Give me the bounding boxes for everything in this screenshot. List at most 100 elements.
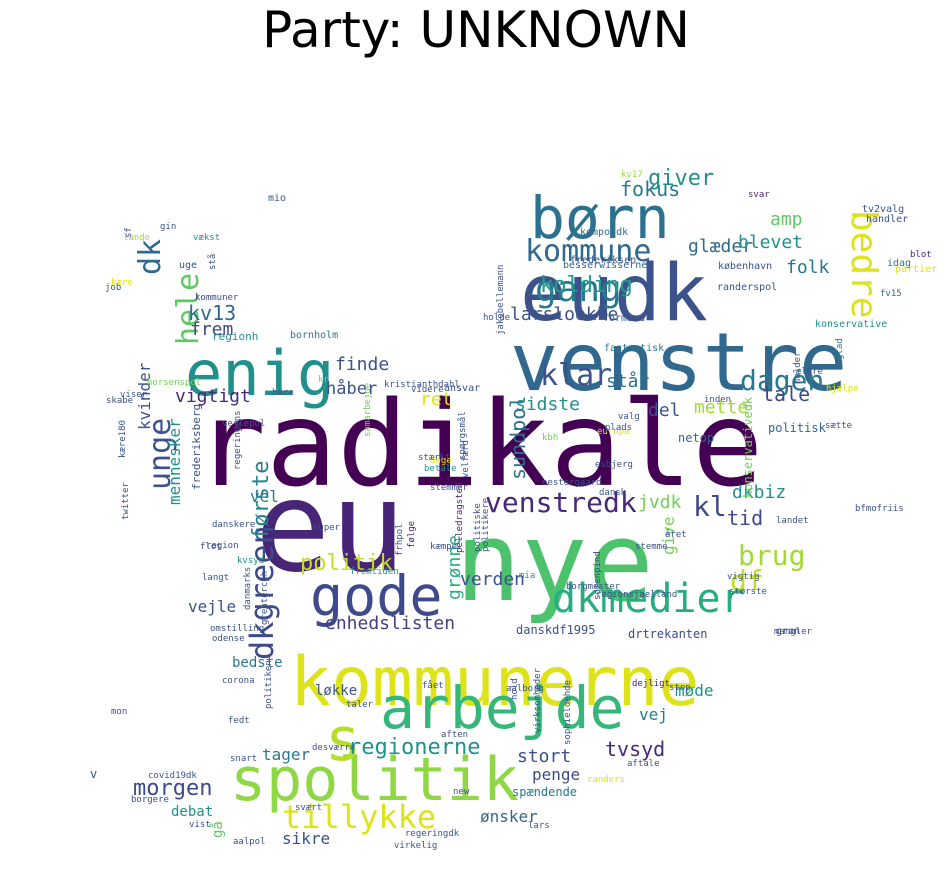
cloud-word: betale xyxy=(424,464,457,474)
cloud-word: frhpol xyxy=(395,523,405,556)
cloud-word: tid xyxy=(727,506,763,530)
cloud-word: dkbiz xyxy=(732,482,786,503)
cloud-word: vækst xyxy=(193,233,220,243)
cloud-word: vist xyxy=(189,820,211,830)
cloud-word: blevet xyxy=(738,232,803,253)
cloud-word: fokus xyxy=(620,177,680,201)
cloud-word: besserwisserne xyxy=(563,260,647,271)
cloud-word: v xyxy=(90,767,97,781)
cloud-word: gin xyxy=(160,222,176,232)
cloud-word: konservative xyxy=(815,319,887,330)
cloud-word: spolitik xyxy=(230,745,519,815)
cloud-word: holde xyxy=(483,313,510,323)
cloud-word: møde xyxy=(675,681,714,700)
cloud-word: hele xyxy=(171,273,206,345)
cloud-word: formand xyxy=(603,313,645,324)
cloud-word: radikale xyxy=(195,375,763,513)
cloud-word: stemmer xyxy=(430,483,469,493)
cloud-word: langt xyxy=(202,573,229,583)
cloud-word: dagen xyxy=(740,364,824,397)
cloud-word: skabe xyxy=(106,396,133,406)
cloud-word: politikere xyxy=(481,498,491,552)
cloud-word: vel xyxy=(250,487,279,506)
cloud-word: sorenpind xyxy=(593,551,603,600)
cloud-word: politisk xyxy=(768,421,827,435)
cloud-word: holder xyxy=(793,351,803,384)
cloud-word: landet xyxy=(776,516,809,526)
cloud-word: gang xyxy=(535,269,622,310)
cloud-word: konservativedk xyxy=(741,396,755,498)
cloud-word: netop xyxy=(678,431,714,445)
cloud-word: arbejde xyxy=(380,674,624,742)
cloud-word: vigtigt xyxy=(175,386,251,407)
cloud-word: dkgreen xyxy=(243,525,281,660)
cloud-word: sikre xyxy=(282,829,330,848)
cloud-word: aften xyxy=(441,730,468,740)
cloud-word: folk xyxy=(786,257,830,278)
cloud-word: borgere xyxy=(131,795,169,805)
cloud-word: enig xyxy=(185,337,334,410)
cloud-word: høre xyxy=(272,388,294,398)
cloud-word: fantastisk xyxy=(604,343,664,354)
cloud-word: svært xyxy=(295,803,322,813)
cloud-word: randers xyxy=(587,775,625,785)
cloud-word: vej xyxy=(639,705,668,724)
cloud-word: flot xyxy=(200,542,222,552)
cloud-word: job xyxy=(105,283,121,293)
cloud-word: uge xyxy=(179,260,197,271)
cloud-word: kommunerne xyxy=(290,643,699,722)
cloud-word: venstredk xyxy=(485,486,637,519)
cloud-word: regionsjaelland xyxy=(596,590,677,600)
cloud-word: new xyxy=(453,787,470,797)
cloud-word: ansvar xyxy=(444,383,480,394)
cloud-word: sundpol xyxy=(506,396,530,480)
cloud-word: viser xyxy=(120,390,148,400)
cloud-word: politiken xyxy=(264,660,274,709)
cloud-word: verden xyxy=(460,569,525,590)
cloud-word: stop xyxy=(669,683,691,693)
cloud-word: give xyxy=(659,516,678,555)
cloud-word: året xyxy=(665,529,687,540)
cloud-word: debat xyxy=(171,804,213,820)
cloud-word: eudk xyxy=(520,249,708,339)
cloud-word: bfmofriis xyxy=(855,504,904,514)
cloud-word: kv17 xyxy=(621,170,643,180)
cloud-word: står xyxy=(606,371,650,392)
cloud-word: spændende xyxy=(512,785,577,799)
cloud-word: blot xyxy=(910,250,932,260)
cloud-word: grønne xyxy=(444,535,465,600)
cloud-word: enhedslisten xyxy=(325,613,455,634)
cloud-word: vigtig xyxy=(727,572,760,582)
cloud-word: kommune xyxy=(525,234,651,269)
cloud-word: horsenspol xyxy=(147,378,201,388)
cloud-word: bedste xyxy=(232,655,283,671)
cloud-word: tillykke xyxy=(282,798,436,836)
cloud-word: aalpol xyxy=(233,837,266,847)
cloud-word: danskere xyxy=(212,520,255,530)
cloud-word: taler xyxy=(346,700,374,710)
cloud-word: spørgsmål xyxy=(457,411,468,460)
cloud-word: kompoldk xyxy=(580,227,628,238)
cloud-word: hjælpe xyxy=(826,384,859,394)
cloud-word: velfærd xyxy=(461,440,471,478)
cloud-word: penge xyxy=(532,765,580,784)
cloud-word: drtrekanten xyxy=(628,627,707,641)
cloud-word: tager xyxy=(262,745,311,764)
cloud-word: mia xyxy=(519,571,535,581)
cloud-word: nye xyxy=(455,498,654,626)
cloud-word: kære180 xyxy=(118,420,128,458)
cloud-word: sætte xyxy=(825,421,852,431)
cloud-word: plads xyxy=(605,423,632,433)
cloud-word: snart xyxy=(230,754,257,764)
cloud-word: dansk xyxy=(599,488,627,498)
cloud-word: klar xyxy=(540,358,612,393)
cloud-word: lande xyxy=(123,233,150,243)
cloud-word: aalborg xyxy=(506,684,544,694)
cloud-word: idag xyxy=(887,258,911,269)
cloud-word: morgen xyxy=(133,776,212,801)
cloud-word: svar xyxy=(748,190,770,200)
cloud-word: glad xyxy=(835,338,845,360)
cloud-word: larsloekke xyxy=(510,304,618,325)
cloud-word: dage xyxy=(430,456,452,466)
cloud-word: fv15 xyxy=(880,289,902,299)
